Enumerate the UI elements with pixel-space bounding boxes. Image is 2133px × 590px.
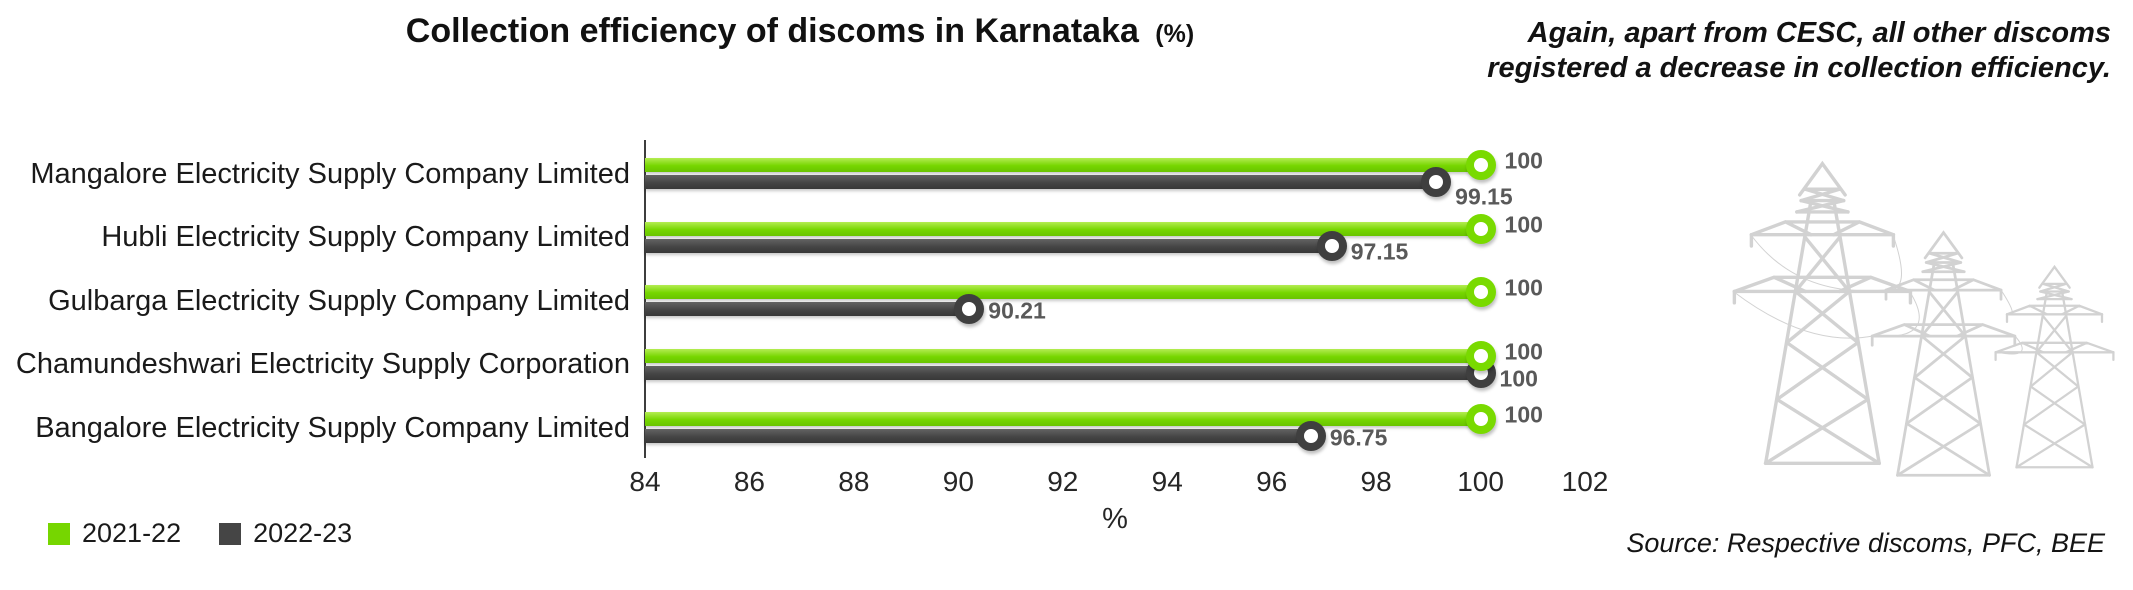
bar-2022-23 xyxy=(645,302,970,316)
marker-2021-22 xyxy=(1465,150,1496,180)
value-label-2021-22: 100 xyxy=(1504,274,1543,301)
bar-2021-22 xyxy=(645,158,1481,172)
legend-label-2021-22: 2021-22 xyxy=(82,518,182,548)
bar-2022-23 xyxy=(645,365,1481,380)
bar-2021-22 xyxy=(645,221,1481,236)
annotation-line-2: registered a decrease in collection effi… xyxy=(1487,52,2111,85)
annotation-callout: Again, apart from CESC, all other discom… xyxy=(1371,16,2111,87)
marker-2022-23 xyxy=(1295,421,1326,451)
value-label-2022-23: 90.21 xyxy=(988,297,1046,324)
category-label: Bangalore Electricity Supply Company Lim… xyxy=(35,411,630,444)
chart-title-unit: (%) xyxy=(1155,20,1195,48)
chart-title-text: Collection efficiency of discoms in Karn… xyxy=(405,12,1139,50)
category-label: Hubli Electricity Supply Company Limited xyxy=(101,221,630,253)
legend-item-2022-23: 2022-23 xyxy=(219,518,352,549)
legend-item-2021-22: 2021-22 xyxy=(48,518,181,549)
value-label-2022-23: 99.15 xyxy=(1455,183,1513,210)
x-tick-label: 84 xyxy=(629,466,661,497)
marker-2021-22 xyxy=(1465,213,1496,244)
legend-label-2022-23: 2022-23 xyxy=(253,518,353,548)
legend-swatch-2022-23 xyxy=(219,522,242,545)
value-label-2021-22: 100 xyxy=(1504,401,1543,428)
source-note: Source: Respective discoms, PFC, BEE xyxy=(1626,528,2105,558)
x-tick-label: 86 xyxy=(733,466,766,497)
category-label: Mangalore Electricity Supply Company Lim… xyxy=(30,157,630,190)
x-axis-title: % xyxy=(1102,503,1128,535)
chart-title: Collection efficiency of discoms in Karn… xyxy=(320,12,1280,51)
y-axis-line xyxy=(644,140,646,458)
bar-2022-23 xyxy=(645,238,1332,253)
marker-2021-22 xyxy=(1465,277,1496,307)
bar-2022-23 xyxy=(645,175,1437,189)
annotation-line-1: Again, apart from CESC, all other discom… xyxy=(1527,17,2111,49)
category-label: Chamundeshwari Electricity Supply Corpor… xyxy=(15,348,630,380)
x-tick-label: 88 xyxy=(838,466,870,497)
x-tick-label: 100 xyxy=(1457,466,1504,497)
x-axis-ticks: 84 86 88 90 92 94 96 98 100 102 xyxy=(629,466,1685,500)
x-tick-label: 94 xyxy=(1151,466,1183,497)
marker-2022-23 xyxy=(1421,167,1452,197)
value-label-2022-23: 96.75 xyxy=(1329,424,1388,451)
legend-swatch-2021-22 xyxy=(48,522,70,545)
x-tick-label: 102 xyxy=(1561,466,1609,497)
x-tick-label: 98 xyxy=(1360,466,1392,497)
category-label: Gulbarga Electricity Supply Company Limi… xyxy=(48,284,630,317)
bar-2021-22 xyxy=(645,285,1481,299)
value-label-2022-23: 100 xyxy=(1499,365,1538,391)
marker-2022-23 xyxy=(1316,230,1347,261)
x-tick-label: 96 xyxy=(1256,466,1288,497)
value-label-2021-22: 100 xyxy=(1504,338,1543,364)
bar-2022-23 xyxy=(645,429,1311,443)
x-tick-label: 90 xyxy=(942,466,974,497)
legend: 2021-22 2022-23 xyxy=(48,518,376,549)
bar-2021-22 xyxy=(645,412,1481,426)
marker-2021-22 xyxy=(1465,404,1496,434)
value-label-2021-22: 100 xyxy=(1504,211,1543,237)
plot-area: 100 99.15 100 97.15 100 90.21 100 100 100 96.75 xyxy=(644,140,1645,470)
transmission-towers-illustration xyxy=(1732,161,2115,477)
marker-2021-22 xyxy=(1465,340,1496,371)
x-tick-label: 92 xyxy=(1047,466,1079,497)
marker-2022-23 xyxy=(954,294,985,324)
value-label-2022-23: 97.15 xyxy=(1350,238,1409,264)
value-label-2021-22: 100 xyxy=(1504,147,1543,174)
bar-2021-22 xyxy=(645,348,1481,363)
